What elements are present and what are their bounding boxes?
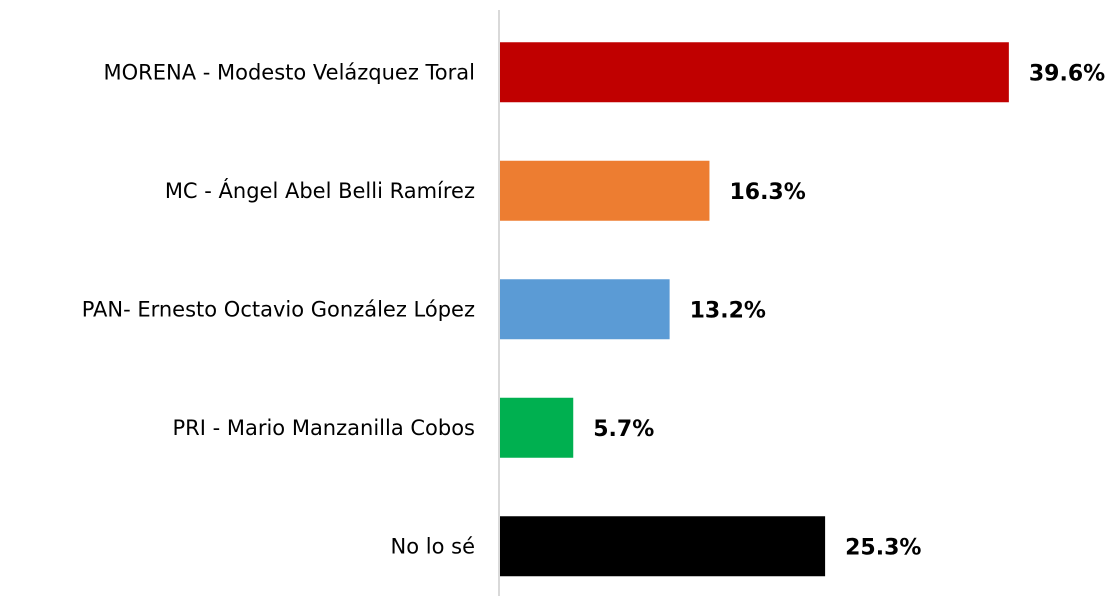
bar	[500, 279, 670, 340]
category-label: PAN- Ernesto Octavio González López	[82, 297, 475, 321]
bar	[500, 516, 826, 577]
category-label: PRI - Mario Manzanilla Cobos	[172, 416, 475, 440]
category-label: MC - Ángel Abel Belli Ramírez	[165, 178, 475, 203]
value-label: 13.2%	[690, 298, 766, 323]
bar	[500, 160, 710, 221]
value-label: 5.7%	[593, 417, 654, 442]
value-label: 16.3%	[729, 180, 805, 205]
category-label: MORENA - Modesto Velázquez Toral	[103, 60, 475, 84]
bar	[500, 42, 1009, 103]
value-label: 39.6%	[1029, 61, 1105, 86]
bar	[500, 397, 574, 458]
value-label: 25.3%	[845, 535, 921, 560]
category-label: No lo sé	[391, 534, 475, 558]
